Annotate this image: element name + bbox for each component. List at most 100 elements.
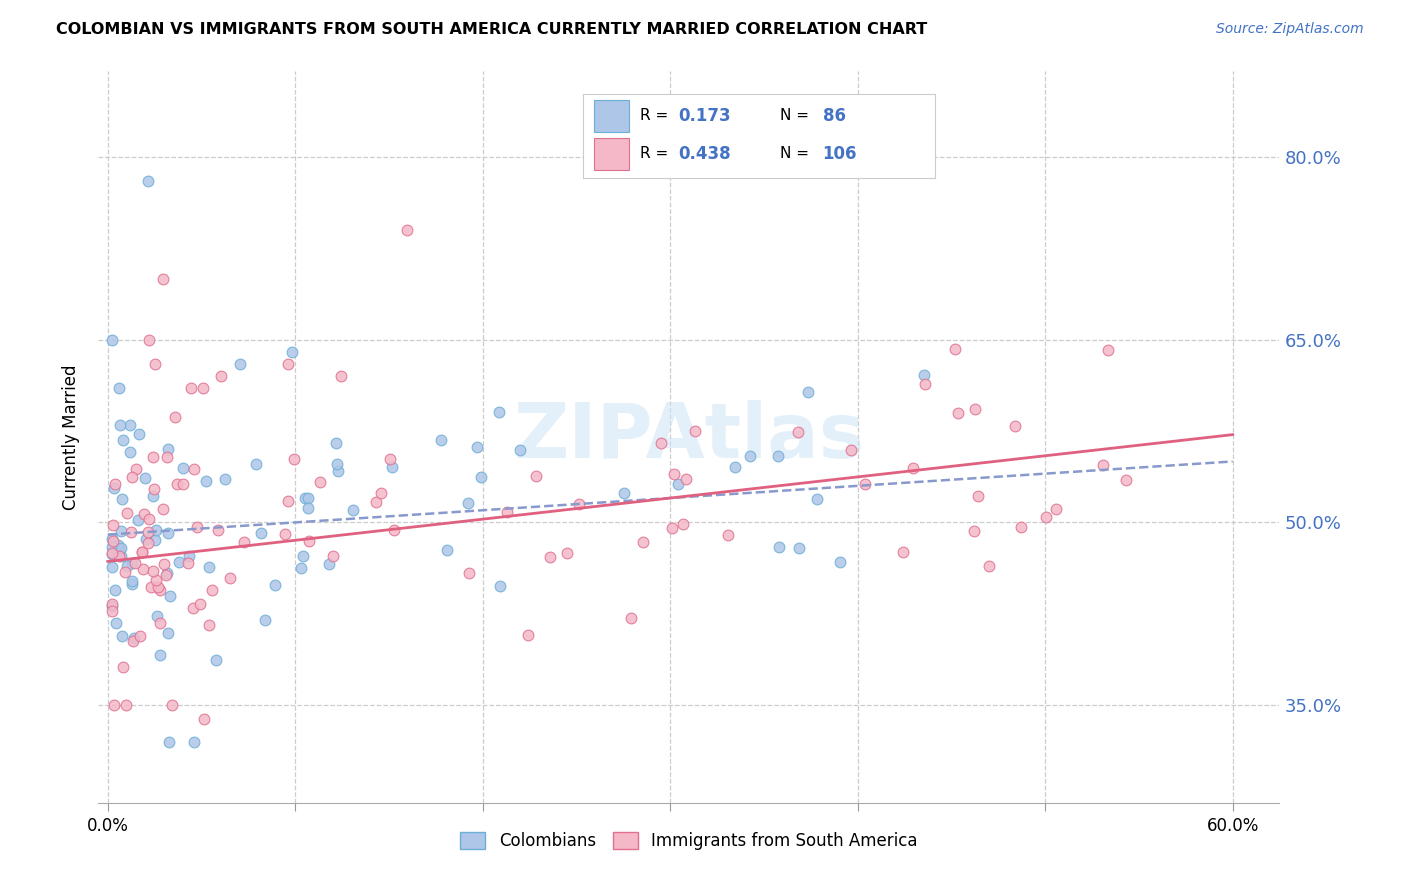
- Point: [664, 467, 686, 481]
- Point: [264, 578, 287, 592]
- Point: [152, 501, 174, 516]
- Point: [277, 357, 299, 371]
- Point: [107, 549, 129, 563]
- Point: [281, 344, 304, 359]
- Point: [197, 560, 219, 574]
- Point: [839, 443, 862, 458]
- Point: [538, 549, 561, 564]
- Point: [650, 436, 672, 450]
- Point: [912, 368, 935, 383]
- Point: [100, 547, 122, 561]
- Point: [495, 505, 517, 519]
- Point: [891, 545, 914, 559]
- Point: [121, 469, 143, 483]
- Point: [172, 477, 194, 491]
- Point: [122, 634, 145, 648]
- Point: [156, 450, 179, 464]
- Point: [201, 583, 224, 598]
- Point: [145, 523, 167, 537]
- Point: [110, 549, 132, 563]
- Point: [517, 628, 540, 642]
- Point: [104, 477, 127, 491]
- Text: N =: N =: [780, 146, 814, 161]
- Point: [342, 503, 364, 517]
- Point: [190, 598, 212, 612]
- Point: [277, 494, 299, 508]
- Point: [325, 436, 347, 450]
- Point: [555, 546, 578, 560]
- Point: [142, 482, 165, 496]
- Point: [395, 223, 418, 237]
- Point: [114, 566, 136, 580]
- Point: [436, 542, 458, 557]
- Point: [382, 523, 405, 537]
- Point: [524, 468, 547, 483]
- Point: [152, 271, 174, 285]
- Point: [724, 460, 747, 475]
- Point: [1115, 473, 1137, 487]
- Point: [143, 357, 166, 371]
- Point: [100, 546, 122, 560]
- Point: [488, 405, 510, 419]
- Point: [157, 735, 180, 749]
- Point: [120, 525, 142, 540]
- Point: [683, 424, 706, 438]
- Point: [738, 449, 761, 463]
- Point: [117, 506, 139, 520]
- Point: [121, 574, 143, 588]
- Point: [214, 472, 236, 486]
- FancyBboxPatch shape: [593, 137, 630, 169]
- Point: [108, 381, 131, 395]
- Point: [326, 464, 349, 478]
- Point: [430, 433, 453, 447]
- Point: [135, 533, 157, 547]
- Point: [901, 461, 924, 475]
- Point: [183, 461, 205, 475]
- Point: [381, 459, 404, 474]
- Point: [1010, 520, 1032, 534]
- Point: [675, 472, 697, 486]
- Point: [717, 528, 740, 542]
- Point: [180, 381, 202, 395]
- Point: [219, 571, 242, 585]
- Point: [1091, 458, 1114, 473]
- Point: [138, 512, 160, 526]
- Point: [205, 653, 228, 667]
- Point: [108, 542, 131, 557]
- Point: [110, 524, 132, 538]
- Point: [1097, 343, 1119, 357]
- Point: [364, 495, 387, 509]
- Point: [139, 580, 162, 594]
- Point: [283, 451, 305, 466]
- Point: [142, 450, 165, 464]
- Point: [100, 540, 122, 554]
- Point: [131, 544, 153, 558]
- Point: [233, 535, 256, 549]
- Point: [568, 497, 591, 511]
- Point: [294, 491, 316, 505]
- Point: [120, 444, 142, 458]
- Point: [132, 507, 155, 521]
- Point: [1045, 502, 1067, 516]
- Point: [132, 562, 155, 576]
- Point: [125, 462, 148, 476]
- Point: [768, 540, 790, 554]
- Point: [967, 490, 990, 504]
- Point: [121, 556, 143, 570]
- Point: [107, 538, 129, 552]
- Point: [103, 698, 125, 713]
- Point: [111, 659, 134, 673]
- Point: [122, 631, 145, 645]
- Point: [786, 425, 808, 439]
- Point: [1004, 419, 1026, 434]
- Point: [193, 712, 215, 726]
- Point: [101, 604, 124, 618]
- Point: [103, 583, 125, 598]
- Point: [128, 427, 150, 442]
- Point: [155, 568, 177, 582]
- Point: [103, 533, 125, 548]
- Point: [509, 443, 531, 458]
- Point: [108, 418, 131, 433]
- Point: [183, 735, 205, 749]
- Text: R =: R =: [640, 108, 673, 123]
